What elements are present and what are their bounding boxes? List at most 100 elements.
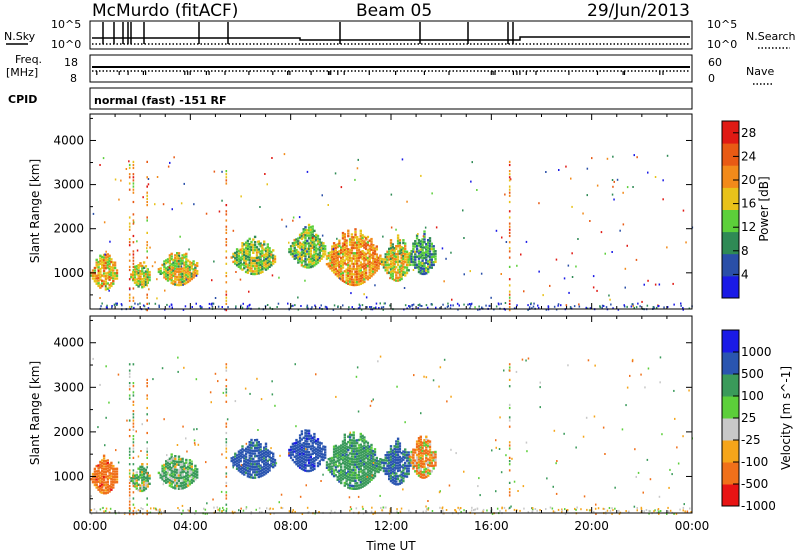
echo-cell <box>313 457 316 460</box>
speckle-cell <box>295 425 297 428</box>
echo-cell <box>97 472 100 475</box>
ground-scatter-cell <box>178 509 180 511</box>
echo-cell <box>366 241 370 244</box>
echo-cell <box>414 253 417 256</box>
echo-cell <box>356 439 359 442</box>
speckle-cell <box>538 270 540 273</box>
streak-cell <box>508 416 511 419</box>
echo-cell <box>142 271 146 275</box>
speckle-cell <box>288 241 290 244</box>
echo-cell <box>359 443 362 446</box>
speckle-cell <box>666 246 668 249</box>
echo-cell <box>363 447 366 450</box>
echo-cell <box>316 256 320 259</box>
echo-cell <box>402 249 405 253</box>
speckle-cell <box>425 505 427 508</box>
echo-cell <box>248 454 251 457</box>
echo-cell <box>427 466 430 469</box>
echo-cell <box>273 461 277 464</box>
echo-cell <box>377 267 380 270</box>
echo-cell <box>309 236 313 240</box>
speckle-cell <box>279 454 281 457</box>
echo-cell <box>243 473 246 476</box>
echo-cell <box>404 472 407 475</box>
echo-cell <box>304 265 307 269</box>
echo-cell <box>382 260 386 264</box>
echo-cell <box>142 483 146 486</box>
echo-cell <box>99 460 102 464</box>
speckle-cell <box>621 428 624 431</box>
echo-cell <box>306 459 309 462</box>
ground-scatter-cell <box>130 305 133 308</box>
echo-cell <box>237 469 241 472</box>
colorbar-tick-label: 12 <box>741 220 756 234</box>
speckle-cell <box>280 493 283 496</box>
speckle-cell <box>647 279 649 282</box>
ground-scatter-cell <box>170 303 173 306</box>
speckle-cell <box>455 452 457 455</box>
ground-scatter-cell <box>168 305 171 308</box>
ground-scatter-cell <box>157 509 159 512</box>
streak-cell <box>132 422 135 425</box>
streak-cell <box>225 179 228 182</box>
echo-cell <box>352 265 355 268</box>
streak-cell <box>225 241 228 244</box>
echo-cell <box>389 471 393 475</box>
ground-scatter-cell <box>381 509 383 512</box>
echo-cell <box>253 249 257 252</box>
ground-scatter-cell <box>159 508 161 511</box>
echo-cell <box>421 457 424 461</box>
speckle-cell <box>141 423 143 426</box>
echo-cell <box>159 267 162 270</box>
echo-cell <box>232 252 235 256</box>
echo-cell <box>139 278 142 281</box>
echo-cell <box>320 244 323 247</box>
streak-cell <box>146 176 148 179</box>
ground-scatter-cell <box>240 304 242 307</box>
echo-cell <box>388 451 391 454</box>
streak-cell <box>128 475 131 478</box>
echo-cell <box>366 449 370 453</box>
echo-cell <box>177 463 181 466</box>
echo-cell <box>102 269 106 273</box>
echo-cell <box>402 463 405 467</box>
echo-cell <box>185 258 188 261</box>
echo-cell <box>181 270 184 273</box>
echo-cell <box>414 250 417 253</box>
echo-cell <box>110 477 113 481</box>
echo-cell <box>97 469 100 473</box>
echo-cell <box>302 447 305 450</box>
echo-cell <box>363 463 366 466</box>
echo-cell <box>313 250 316 254</box>
speckle-cell <box>619 229 621 232</box>
echo-cell <box>366 463 370 466</box>
echo-cell <box>144 275 148 279</box>
echo-cell <box>298 445 302 448</box>
echo-cell <box>395 480 398 483</box>
echo-cell <box>347 464 350 468</box>
echo-cell <box>389 262 393 266</box>
echo-cell <box>112 277 115 280</box>
ground-scatter-cell <box>589 509 591 512</box>
colorbar-swatch <box>722 374 739 397</box>
echo-cell <box>348 473 352 476</box>
echo-cell <box>341 456 345 459</box>
echo-cell <box>302 460 305 464</box>
echo-cell <box>423 267 426 270</box>
echo-cell <box>93 269 97 272</box>
echo-cell <box>133 270 137 274</box>
echo-cell <box>389 255 393 258</box>
ground-scatter-cell <box>618 512 621 515</box>
echo-cell <box>93 274 97 278</box>
echo-cell <box>393 461 396 464</box>
streak-cell <box>225 213 228 216</box>
streak-cell <box>508 194 511 197</box>
echo-cell <box>417 265 421 268</box>
echo-cell <box>402 466 405 469</box>
speckle-cell <box>195 378 198 381</box>
streak-cell <box>225 290 228 293</box>
echo-cell <box>268 455 271 459</box>
echo-cell <box>368 258 371 261</box>
echo-cell <box>428 472 432 475</box>
echo-cell <box>170 271 173 274</box>
